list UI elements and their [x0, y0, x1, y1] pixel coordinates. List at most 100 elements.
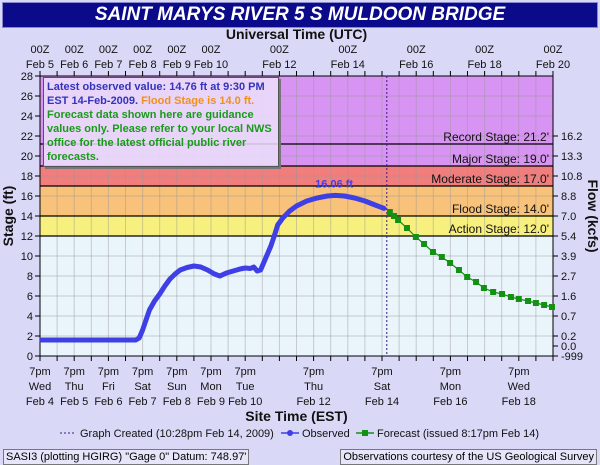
moderate-band [40, 166, 553, 186]
forecast-point [403, 225, 410, 231]
observed-point [72, 338, 76, 342]
observed-point [353, 196, 357, 200]
legend-forecast-label: Forecast (issued 8:17pm Feb 14) [377, 428, 539, 440]
top-axis-title: Universal Time (UTC) [226, 26, 367, 42]
bottom-tick-label: Feb 7 [129, 396, 157, 408]
x-axis-title: Site Time (EST) [245, 408, 347, 424]
disclaimer-text: Forecast data shown here are guidance va… [47, 109, 272, 163]
observed-point [333, 193, 337, 197]
bottom-tick-label: Wed [508, 381, 530, 393]
flow-tick-label: 3.9 [561, 251, 576, 263]
flow-tick-label: 0.0 [561, 341, 576, 353]
y-tick-label: 4 [27, 311, 33, 323]
top-tick-label: 00Z [475, 44, 494, 56]
observed-point [363, 199, 367, 203]
latest-observed-text: Latest observed value: 14.76 ft at 9:30 … [47, 81, 265, 107]
y-tick-label: 8 [27, 271, 33, 283]
top-tick-label: Feb 18 [467, 59, 501, 71]
bottom-tick-label: 7pm [508, 366, 529, 378]
observed-point [281, 216, 285, 220]
footer-observations-credit: Observations courtesy of the US Geologic… [340, 449, 597, 465]
y-tick-label: 18 [21, 171, 33, 183]
flow-tick-label: 16.2 [561, 131, 582, 143]
forecast-point [480, 285, 487, 291]
observed-point [373, 203, 377, 207]
y-tick-label: 28 [21, 71, 33, 83]
observed-point [89, 338, 93, 342]
forecast-point [395, 217, 402, 223]
bottom-tick-label: Feb 4 [26, 396, 54, 408]
forecast-point [464, 274, 471, 280]
forecast-point [429, 249, 436, 255]
observed-point [212, 272, 216, 276]
forecast-point [532, 300, 539, 306]
forecast-point [447, 260, 454, 266]
observed-point [134, 338, 138, 342]
observed-point [206, 268, 210, 272]
y-tick-label: 6 [27, 291, 33, 303]
observed-point [252, 265, 256, 269]
observed-point [199, 265, 203, 269]
observed-point [342, 194, 346, 198]
top-tick-label: 00Z [31, 44, 50, 56]
observed-point [40, 338, 44, 342]
top-tick-label: Feb 10 [194, 59, 228, 71]
y-tick-label: 24 [21, 111, 33, 123]
observed-point [192, 264, 196, 268]
forecast-point [490, 289, 497, 295]
flow-tick-label: 7.0 [561, 211, 576, 223]
bottom-tick-label: Feb 9 [197, 396, 225, 408]
y-tick-label: 14 [21, 211, 33, 223]
stage-label-major: Major Stage: 19.0' [452, 152, 549, 166]
top-tick-label: 00Z [65, 44, 84, 56]
observed-point [147, 308, 151, 312]
legend-observed-marker [287, 430, 293, 436]
bottom-tick-label: 7pm [63, 366, 84, 378]
forecast-point [438, 254, 445, 260]
observed-point [141, 328, 145, 332]
forecast-point [412, 234, 419, 240]
y2-axis-title: Flow (kcfs) [585, 179, 600, 252]
top-tick-label: 00Z [167, 44, 186, 56]
observed-point [248, 267, 252, 270]
y-tick-label: 10 [21, 251, 33, 263]
flow-tick-label: 1.6 [561, 291, 576, 303]
bottom-tick-label: Feb 6 [94, 396, 122, 408]
observed-point [163, 284, 167, 288]
forecast-point [499, 291, 506, 297]
bottom-tick-label: 7pm [371, 366, 392, 378]
stage-label-flood: Flood Stage: 14.0' [452, 202, 549, 216]
observed-point [124, 338, 127, 342]
observed-point [315, 196, 319, 200]
top-tick-label: Feb 20 [536, 59, 570, 71]
top-tick-label: 00Z [407, 44, 426, 56]
stage-label-record: Record Stage: 21.2' [443, 130, 549, 144]
bottom-tick-label: 7pm [234, 366, 255, 378]
y-tick-label: 0 [27, 351, 33, 363]
flow-tick-label: 2.7 [561, 271, 576, 283]
top-tick-label: 00Z [202, 44, 221, 56]
normal-band [40, 236, 553, 356]
bottom-tick-label: Feb 14 [365, 396, 399, 408]
bottom-tick-label: Feb 8 [163, 396, 191, 408]
observed-point [158, 292, 162, 296]
forecast-point [390, 213, 397, 219]
top-tick-label: 00Z [133, 44, 152, 56]
y-tick-label: 12 [21, 231, 33, 243]
observed-point [264, 256, 268, 260]
forecast-point [455, 267, 462, 273]
bottom-tick-label: 7pm [166, 366, 187, 378]
bottom-tick-label: Feb 12 [296, 396, 330, 408]
forecast-point [515, 296, 522, 302]
bottom-tick-label: 7pm [200, 366, 221, 378]
bottom-tick-label: Thu [65, 381, 84, 393]
forecast-point [421, 241, 428, 247]
forecast-point [548, 304, 555, 310]
flow-tick-label: -999 [561, 351, 583, 363]
legend-observed-label: Observed [302, 428, 350, 440]
bottom-tick-label: Feb 10 [228, 396, 262, 408]
stage-label-moderate: Moderate Stage: 17.0' [431, 172, 549, 186]
bottom-tick-label: 7pm [29, 366, 50, 378]
observed-point [106, 338, 110, 342]
